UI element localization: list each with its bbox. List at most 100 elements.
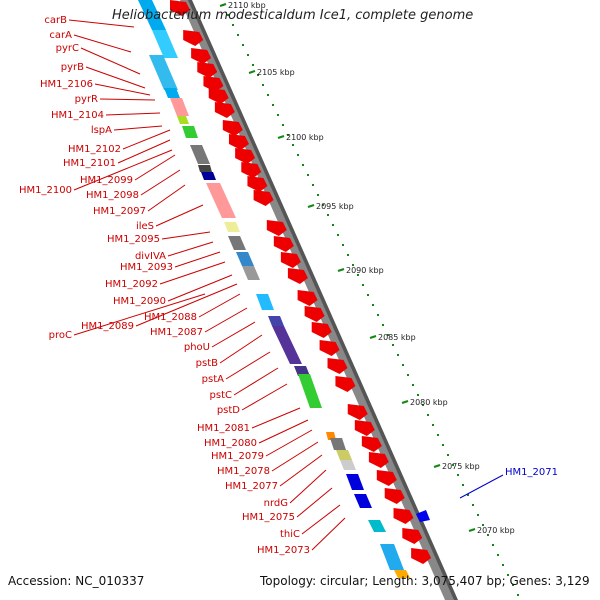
gene-arrow-red — [266, 220, 287, 236]
gene-arrow-red — [208, 88, 229, 104]
scale-dot — [277, 114, 279, 116]
scale-tick-label: 2095 kbp — [316, 202, 354, 211]
scale-tick — [219, 3, 227, 7]
scale-dot — [502, 564, 504, 566]
leader-carb — [68, 19, 135, 28]
gene-block-green — [298, 374, 322, 408]
scale-dot — [432, 424, 434, 426]
gene-arrow-red — [241, 162, 262, 178]
scale-dot — [357, 274, 359, 276]
gene-arrow-red — [384, 488, 405, 504]
gene-arrow-red — [197, 62, 218, 78]
gene-block-orange — [394, 570, 410, 578]
scale-dot — [272, 104, 274, 106]
gene-arrow-red — [247, 176, 268, 192]
gene-block-grey — [242, 266, 260, 280]
gene-labels: carB carA pyrC pyrB HM1_2106 pyrR HM1_2104 lspA… — [19, 15, 310, 556]
scale-dot — [282, 124, 284, 126]
scale-dot — [382, 324, 384, 326]
gene-block-grey — [330, 438, 346, 450]
scale-tick — [277, 135, 285, 139]
gene-block-blue — [354, 494, 372, 508]
gene-label-pyrb: pyrB — [61, 62, 84, 73]
gene-arrow-red — [411, 548, 432, 564]
leader-hm1-2093 — [174, 251, 221, 268]
leader-proc — [73, 293, 206, 336]
gene-label-hm1-2075: HM1_2075 — [242, 512, 295, 523]
gene-block-purple — [268, 316, 284, 326]
gene-label-phou: phoU — [184, 342, 210, 353]
scale-dot — [227, 14, 229, 16]
leader-hm1-2089 — [135, 283, 238, 327]
gene-block-grey — [228, 236, 246, 250]
gene-block-blue — [346, 474, 364, 490]
gene-arrow-red — [228, 134, 249, 150]
leader-pyrc — [80, 47, 141, 75]
scale-dot — [337, 234, 339, 236]
gene-arrow-red — [253, 190, 274, 206]
scale-dot — [427, 414, 429, 416]
scale-tick-label: 2070 kbp — [477, 526, 515, 535]
gene-label-hm1-2087: HM1_2087 — [150, 327, 203, 338]
scale-tick — [337, 268, 345, 272]
scale-dot — [352, 264, 354, 266]
gene-label-hm1-2088: HM1_2088 — [144, 312, 197, 323]
leader-hm1-2088 — [198, 293, 241, 318]
leader-phou — [211, 321, 256, 348]
leader-thic — [301, 504, 341, 535]
leader-pstb — [219, 334, 263, 364]
leader-lspa — [113, 125, 163, 131]
leader-hm1-2104 — [105, 112, 161, 116]
gene-block-green — [182, 126, 198, 138]
scale-dot — [492, 544, 494, 546]
leader-pyrr — [99, 98, 156, 101]
gene-arrow-red — [347, 404, 368, 420]
gene-block-grey — [190, 145, 210, 164]
leader-hm1-2087 — [204, 307, 248, 333]
scale-dot — [232, 24, 234, 26]
gene-label-iles: ileS — [136, 221, 154, 232]
scale-dot — [362, 284, 364, 286]
scale-dot — [437, 434, 439, 436]
gene-label-thic: thiC — [280, 529, 300, 540]
gene-label-pyrr: pyrR — [75, 94, 98, 105]
leader-hm1-2102 — [122, 129, 171, 150]
gene-label-psta: pstA — [202, 374, 224, 385]
scale-dot — [467, 494, 469, 496]
gene-label-hm1-2101: HM1_2101 — [63, 158, 116, 169]
gene-arrow-red — [170, 0, 190, 16]
scale-tick — [401, 400, 409, 404]
scale-dot — [517, 594, 519, 596]
leader-nrdg — [289, 469, 327, 504]
scale-dot — [297, 154, 299, 156]
scale-dot — [477, 514, 479, 516]
gene-arrow-red — [368, 452, 389, 468]
leader-hm1-2078 — [271, 441, 319, 472]
leader-hm1-2090 — [167, 274, 233, 302]
scale-dot — [447, 454, 449, 456]
gene-block-darkgrey — [198, 165, 212, 172]
scale-dot — [487, 534, 489, 536]
gene-label-hm1-2080: HM1_2080 — [204, 438, 257, 449]
gene-label-cara: carA — [49, 30, 72, 41]
scale-tick — [307, 204, 315, 208]
gene-leader-lines — [68, 19, 346, 551]
scale-dot — [312, 184, 314, 186]
gene-arrow-red — [273, 236, 294, 252]
leader-hm1-2075 — [296, 487, 333, 518]
gene-block-olive — [336, 450, 352, 460]
gene-label-hm1-2097: HM1_2097 — [93, 206, 146, 217]
gene-label-hm1-2102: HM1_2102 — [68, 144, 121, 155]
gene-arrow-red — [222, 120, 243, 136]
page-title: Heliobacterium modesticaldum Ice1, compl… — [112, 8, 474, 23]
scale-dot — [252, 64, 254, 66]
leader-hm1-2097 — [147, 184, 186, 212]
gene-block-cyan — [152, 30, 178, 58]
scale-dot — [377, 314, 379, 316]
scale-dot — [242, 44, 244, 46]
gene-block-cyan — [138, 0, 166, 30]
leader-hm1-2095 — [161, 231, 211, 240]
scale-tick — [468, 528, 476, 532]
scale-tick — [369, 335, 377, 339]
scale-dot — [347, 254, 349, 256]
